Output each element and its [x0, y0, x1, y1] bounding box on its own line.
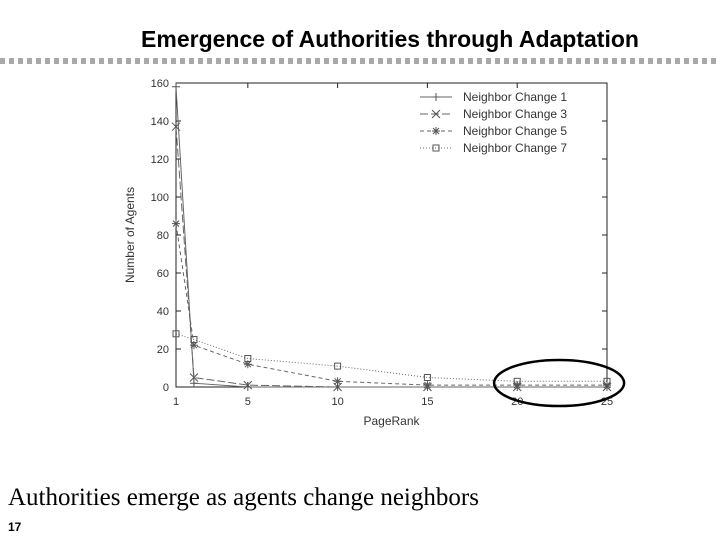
series-4-point: [190, 336, 198, 343]
series-2-point: [243, 380, 253, 390]
series-4-point: [513, 377, 521, 385]
series-4-point: [172, 330, 180, 338]
x-tick-label: 5: [245, 396, 251, 408]
series-3-point: [189, 341, 198, 350]
series-4-point: [244, 355, 252, 362]
legend-marker-4: [432, 144, 440, 152]
series-1-point: [172, 82, 180, 91]
y-tick-label: 120: [151, 154, 169, 166]
series-line-2: [175, 126, 607, 388]
series-1-point: [243, 383, 252, 391]
series-3-point: [172, 219, 180, 228]
y-tick-label: 100: [151, 192, 169, 204]
y-tick-label: 20: [157, 344, 169, 356]
series-4-point: [334, 362, 342, 370]
legend-entry-1: Neighbor Change 1: [463, 90, 567, 104]
legend-entry-3: Neighbor Change 5: [463, 124, 567, 138]
legend-marker-1: [432, 93, 440, 101]
series-3-point: [423, 381, 432, 390]
x-tick-label: 10: [332, 396, 344, 408]
legend-marker-2: [431, 109, 441, 119]
highlight-ellipse: [492, 358, 626, 408]
x-axis-label: PageRank: [363, 414, 420, 428]
y-tick-label: 160: [151, 78, 169, 90]
y-tick-label: 140: [151, 116, 169, 128]
y-tick-label: 0: [163, 382, 169, 394]
legend-marker-3: [432, 127, 440, 135]
y-tick-label: 40: [157, 306, 169, 318]
series-line-4: [175, 333, 607, 382]
y-tick-label: 80: [157, 230, 169, 242]
x-tick-label: 15: [421, 396, 433, 408]
series-3-point: [243, 360, 252, 369]
series-2-point: [189, 373, 199, 382]
series-3-point: [603, 381, 611, 390]
series-3-point: [513, 381, 522, 390]
series-4-point: [423, 374, 431, 381]
x-tick-label: 1: [173, 396, 179, 408]
page-number: 17: [8, 520, 22, 534]
legend-entry-2: Neighbor Change 3: [463, 107, 567, 121]
series-3-point: [333, 377, 342, 386]
y-axis-label: Number of Agents: [123, 187, 137, 283]
slide-title: Emergence of Authorities through Adaptat…: [141, 26, 639, 52]
slide-caption: Authorities emerge as agents change neig…: [8, 484, 479, 511]
series-2-point: [171, 122, 181, 132]
series-4-point: [603, 377, 611, 385]
legend-entry-4: Neighbor Change 7: [463, 141, 567, 155]
series-1-point: [189, 379, 198, 388]
y-tick-label: 60: [157, 268, 169, 280]
title-divider: [0, 58, 720, 64]
